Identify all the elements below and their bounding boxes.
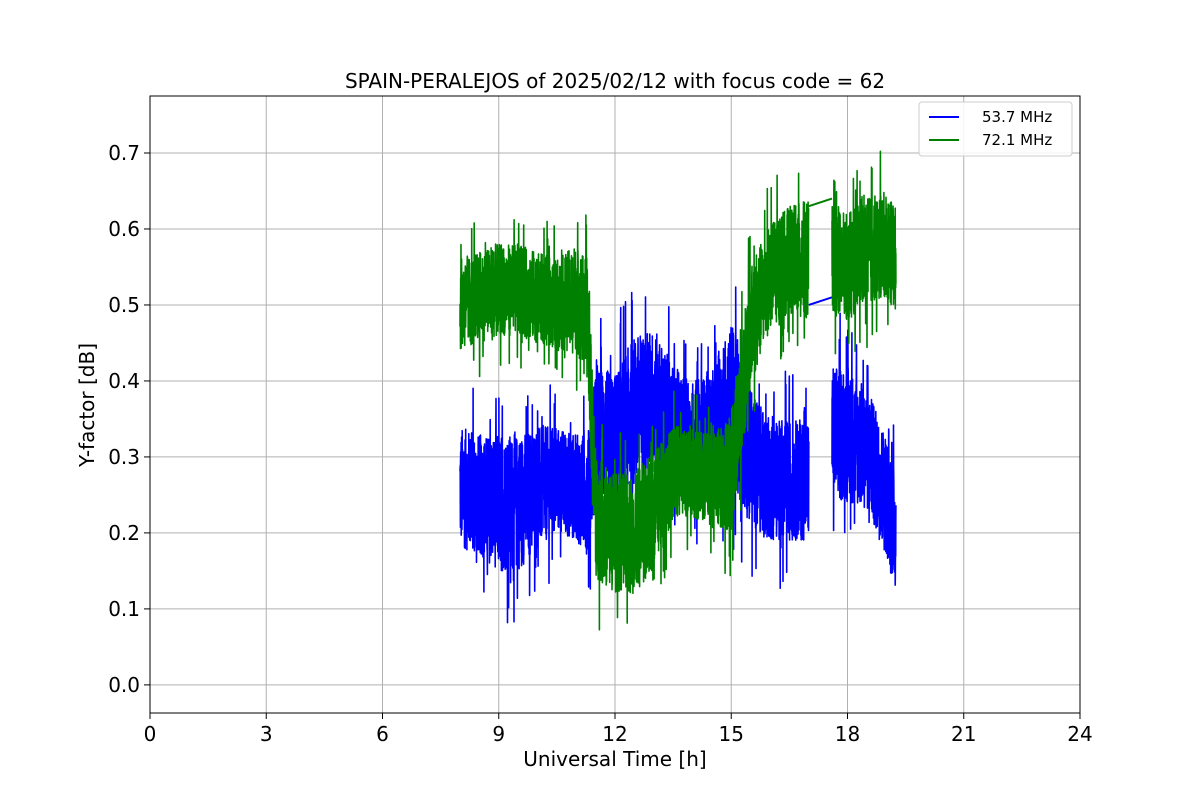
plot-area (459, 150, 897, 631)
x-tick-label: 15 (719, 722, 744, 746)
x-axis-ticks: 0 3 6 9 12 15 18 21 24 (144, 713, 1093, 746)
y-tick-label: 0.4 (108, 369, 140, 393)
y-tick-label: 0.2 (108, 521, 140, 545)
legend-label-53-7: 53.7 MHz (982, 108, 1052, 126)
x-tick-label: 9 (492, 722, 505, 746)
series-line-53-7-mhz (831, 312, 897, 586)
x-tick-label: 12 (602, 722, 627, 746)
legend: 53.7 MHz 72.1 MHz (918, 101, 1073, 157)
y-tick-label: 0.5 (108, 293, 140, 317)
legend-box (918, 101, 1073, 157)
chart-title: SPAIN-PERALEJOS of 2025/02/12 with focus… (345, 69, 885, 93)
series-line-72-1-mhz (459, 172, 810, 631)
series-line-72-1-mhz (831, 150, 897, 355)
x-tick-label: 24 (1067, 722, 1092, 746)
y-axis-ticks: 0.0 0.1 0.2 0.3 0.4 0.5 0.6 0.7 (108, 141, 150, 697)
series-line-53-7-mhz (459, 286, 810, 624)
y-tick-label: 0.7 (108, 141, 140, 165)
x-tick-label: 21 (951, 722, 976, 746)
x-tick-label: 3 (260, 722, 273, 746)
y-tick-label: 0.6 (108, 217, 140, 241)
y-axis-label: Y-factor [dB] (75, 343, 99, 468)
series-connector-53-7-mhz (808, 296, 833, 306)
legend-label-72-1: 72.1 MHz (982, 131, 1052, 149)
series-connector-72-1-mhz (808, 197, 833, 208)
x-tick-label: 0 (144, 722, 157, 746)
y-tick-label: 0.1 (108, 597, 140, 621)
y-tick-label: 0.3 (108, 445, 140, 469)
y-tick-label: 0.0 (108, 673, 140, 697)
series-72-1-mhz (459, 150, 897, 631)
x-tick-label: 18 (835, 722, 860, 746)
series-53-7-mhz (459, 286, 897, 624)
x-tick-label: 6 (376, 722, 389, 746)
series-layer (459, 150, 897, 631)
x-axis-label: Universal Time [h] (523, 747, 706, 771)
